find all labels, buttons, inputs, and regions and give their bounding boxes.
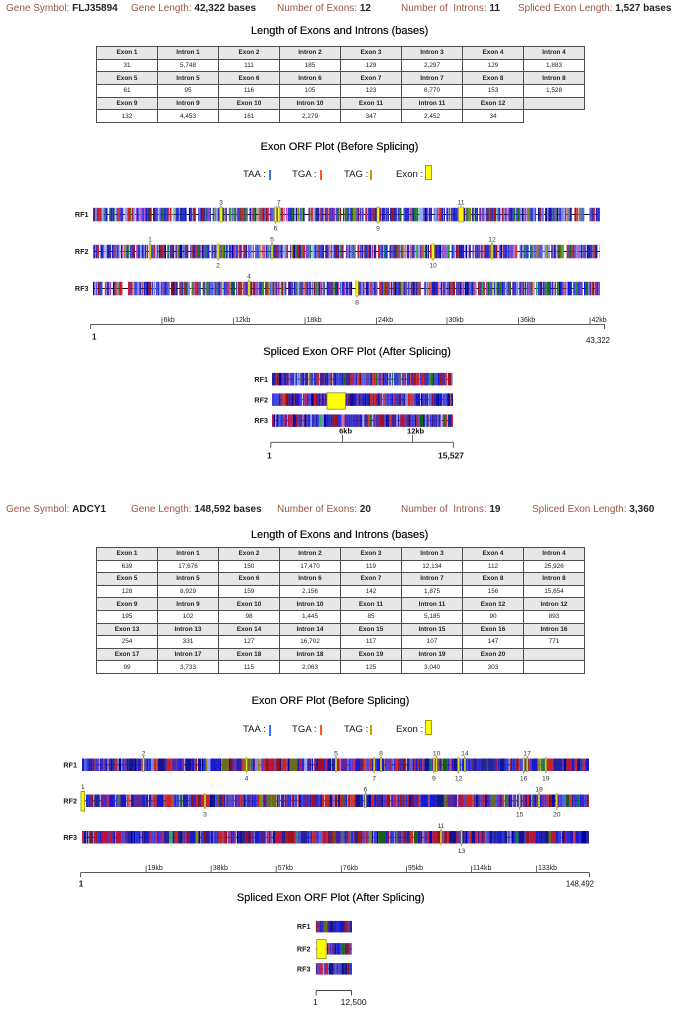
svg-text:12kb: 12kb bbox=[235, 317, 250, 324]
svg-text:8: 8 bbox=[379, 750, 383, 757]
svg-text:95kb: 95kb bbox=[408, 865, 423, 872]
svg-text:1: 1 bbox=[92, 333, 97, 342]
svg-text:RF3: RF3 bbox=[254, 416, 268, 425]
svg-text:2: 2 bbox=[216, 262, 220, 269]
svg-text:8: 8 bbox=[355, 299, 359, 306]
svg-text:18kb: 18kb bbox=[307, 317, 322, 324]
svg-text:6: 6 bbox=[274, 225, 278, 232]
svg-text:10: 10 bbox=[433, 750, 441, 757]
svg-text:6kb: 6kb bbox=[164, 317, 175, 324]
svg-text:11: 11 bbox=[457, 200, 464, 207]
svg-text:RF2: RF2 bbox=[254, 395, 268, 404]
svg-text:7: 7 bbox=[277, 200, 281, 207]
svg-text:43,322: 43,322 bbox=[586, 336, 610, 345]
svg-text:12: 12 bbox=[488, 237, 496, 244]
svg-text:RF1: RF1 bbox=[63, 760, 77, 769]
svg-text:13: 13 bbox=[458, 848, 466, 855]
svg-text:7: 7 bbox=[372, 775, 376, 782]
svg-text:19kb: 19kb bbox=[148, 865, 163, 872]
svg-text:42kb: 42kb bbox=[592, 317, 607, 324]
svg-text:15: 15 bbox=[516, 811, 524, 818]
svg-text:18: 18 bbox=[535, 786, 543, 793]
svg-text:RF2: RF2 bbox=[297, 945, 311, 954]
svg-text:5: 5 bbox=[270, 237, 274, 244]
svg-text:6kb: 6kb bbox=[339, 426, 352, 435]
svg-text:148,492: 148,492 bbox=[566, 880, 594, 889]
svg-text:4: 4 bbox=[247, 274, 251, 281]
svg-text:20: 20 bbox=[553, 811, 561, 818]
svg-text:19: 19 bbox=[542, 775, 550, 782]
svg-text:76kb: 76kb bbox=[343, 865, 358, 872]
svg-text:24kb: 24kb bbox=[378, 317, 393, 324]
svg-text:6: 6 bbox=[364, 786, 368, 793]
svg-text:38kb: 38kb bbox=[213, 865, 228, 872]
svg-text:114kb: 114kb bbox=[473, 865, 492, 872]
svg-text:17: 17 bbox=[523, 750, 531, 757]
svg-text:1: 1 bbox=[81, 784, 85, 791]
svg-text:12kb: 12kb bbox=[407, 426, 425, 435]
svg-text:RF3: RF3 bbox=[63, 833, 77, 842]
svg-text:57kb: 57kb bbox=[278, 865, 293, 872]
svg-text:14: 14 bbox=[461, 750, 469, 757]
svg-text:36kb: 36kb bbox=[520, 317, 535, 324]
svg-text:9: 9 bbox=[376, 225, 380, 232]
svg-text:RF3: RF3 bbox=[297, 965, 311, 974]
svg-text:11: 11 bbox=[437, 823, 444, 830]
svg-text:3: 3 bbox=[203, 811, 207, 818]
svg-text:16: 16 bbox=[520, 775, 528, 782]
svg-text:RF1: RF1 bbox=[297, 922, 311, 931]
svg-text:3: 3 bbox=[219, 200, 223, 207]
svg-text:1: 1 bbox=[267, 451, 272, 461]
svg-text:RF2: RF2 bbox=[75, 247, 89, 256]
svg-text:12,500: 12,500 bbox=[341, 997, 367, 1007]
svg-text:15,527: 15,527 bbox=[438, 451, 464, 461]
svg-text:9: 9 bbox=[432, 775, 436, 782]
svg-text:30kb: 30kb bbox=[449, 317, 464, 324]
svg-text:4: 4 bbox=[245, 775, 249, 782]
svg-text:1: 1 bbox=[313, 997, 318, 1007]
svg-text:RF1: RF1 bbox=[75, 210, 89, 219]
svg-text:1: 1 bbox=[148, 237, 152, 244]
svg-text:10: 10 bbox=[429, 262, 437, 269]
svg-text:RF3: RF3 bbox=[75, 284, 89, 293]
svg-text:RF1: RF1 bbox=[254, 375, 268, 384]
svg-text:2: 2 bbox=[142, 750, 146, 757]
svg-text:5: 5 bbox=[334, 750, 338, 757]
svg-text:12: 12 bbox=[455, 775, 463, 782]
svg-text:1: 1 bbox=[79, 880, 84, 889]
svg-text:133kb: 133kb bbox=[538, 865, 557, 872]
svg-text:RF2: RF2 bbox=[63, 796, 77, 805]
